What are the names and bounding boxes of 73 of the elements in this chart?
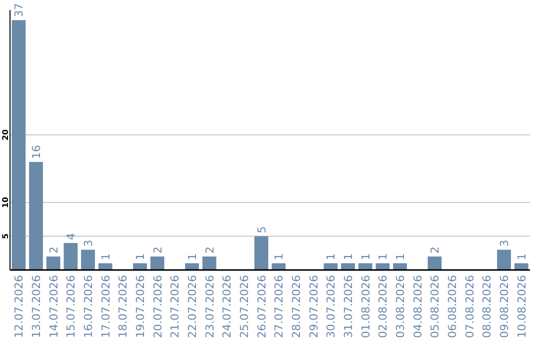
bar [133,263,147,270]
data-label: 1 [515,253,528,260]
x-tick-label: 25.07.2026 [238,275,251,338]
x-tick-label: 04.08.2026 [411,275,424,338]
data-label: 1 [324,253,338,260]
data-label: 1 [394,253,407,260]
bar [46,256,60,270]
bar [272,263,286,270]
x-tick-label: 31.07.2026 [342,275,355,338]
data-label: 2 [47,246,60,254]
bar [254,236,268,270]
bar [514,263,528,270]
x-tick-label: 24.07.2026 [220,275,234,338]
data-label: 1 [359,253,372,260]
x-tick-label: 13.07.2026 [30,275,43,338]
data-label: 2 [151,246,164,254]
x-tick-label: 21.07.2026 [168,275,182,338]
bar [358,263,372,270]
data-label: 1 [272,253,286,260]
data-label: 1 [99,253,112,260]
data-label: 5 [255,226,268,234]
bar [324,263,338,270]
data-label: 1 [134,253,147,260]
x-tick-label: 19.07.2026 [134,275,147,338]
x-tick-label: 26.07.2026 [255,275,268,338]
x-tick-label: 08.08.2026 [480,275,494,338]
x-tick-label: 06.08.2026 [446,275,459,338]
x-tick-label: 03.08.2026 [394,275,407,338]
x-tick-label: 23.07.2026 [203,275,216,338]
data-label: 16 [30,144,43,159]
x-tick-label: 20.07.2026 [151,275,164,338]
bar [393,263,407,270]
x-tick-label: 14.07.2026 [47,275,60,338]
x-tick-label: 27.07.2026 [272,275,286,338]
bar [81,250,95,270]
bar [29,162,43,270]
data-label: 2 [428,246,442,254]
x-tick-label: 16.07.2026 [82,275,95,338]
data-label: 3 [498,240,511,247]
data-label: 1 [342,253,355,260]
data-label: 3 [82,240,95,247]
bar [98,263,112,270]
bar [150,256,164,270]
x-tick-label: 05.08.2026 [428,275,442,338]
x-tick-label: 29.07.2026 [307,275,320,338]
bar [64,242,78,270]
data-label: 37 [12,3,26,18]
y-tick-label: 10 [1,196,10,208]
bar [497,250,511,270]
data-label: 1 [186,253,199,260]
x-tick-label: 18.07.2026 [116,275,130,338]
x-tick-label: 02.08.2026 [376,275,390,338]
data-label: 4 [64,232,78,240]
data-label: 2 [203,246,216,254]
bar [341,263,355,270]
bar [376,263,390,270]
x-tick-label: 28.07.2026 [290,275,303,338]
x-tick-label: 07.08.2026 [463,275,476,338]
bar [428,256,442,270]
bar [12,20,26,270]
x-tick-label: 12.07.2026 [12,275,26,338]
x-tick-label: 15.07.2026 [64,275,78,338]
x-tick-label: 30.07.2026 [324,275,338,338]
x-tick-label: 09.08.2026 [498,275,511,338]
bar [185,263,199,270]
y-tick-label: 5 [1,233,10,240]
x-tick-label: 01.08.2026 [359,275,372,338]
data-label: 1 [376,253,390,260]
x-tick-label: 10.08.2026 [515,275,528,338]
x-tick-label: 22.07.2026 [186,275,199,338]
bar [202,256,216,270]
y-tick-label: 20 [1,128,10,141]
x-tick-label: 17.07.2026 [99,275,112,338]
